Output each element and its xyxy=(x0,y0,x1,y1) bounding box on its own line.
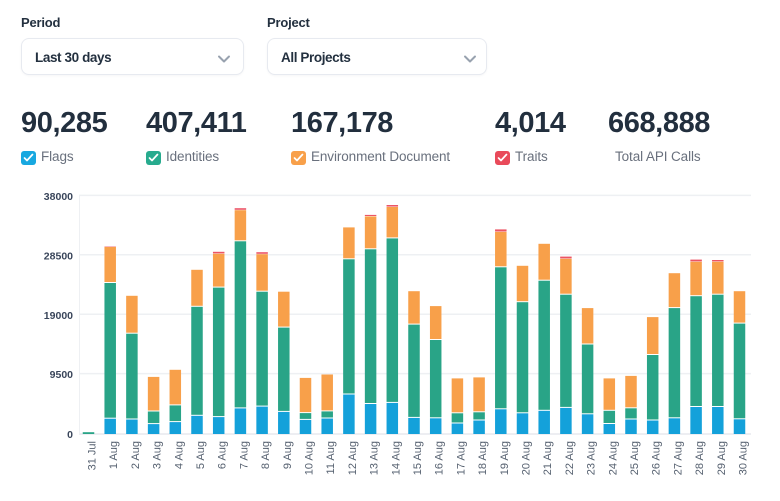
svg-text:12 Aug: 12 Aug xyxy=(347,441,359,475)
svg-text:9500: 9500 xyxy=(50,369,74,381)
svg-text:10 Aug: 10 Aug xyxy=(304,441,316,475)
svg-text:20 Aug: 20 Aug xyxy=(521,441,533,475)
svg-text:7 Aug: 7 Aug xyxy=(238,441,250,469)
svg-text:11 Aug: 11 Aug xyxy=(325,441,337,474)
svg-text:8 Aug: 8 Aug xyxy=(260,441,272,469)
svg-text:31 Jul: 31 Jul xyxy=(87,441,99,470)
svg-text:23 Aug: 23 Aug xyxy=(586,441,598,475)
svg-text:2 Aug: 2 Aug xyxy=(130,441,142,469)
svg-text:38000: 38000 xyxy=(44,191,73,203)
svg-text:13 Aug: 13 Aug xyxy=(369,441,381,475)
svg-text:0: 0 xyxy=(67,429,73,441)
svg-text:5 Aug: 5 Aug xyxy=(195,441,207,469)
svg-text:14 Aug: 14 Aug xyxy=(390,441,402,475)
svg-text:24 Aug: 24 Aug xyxy=(607,441,619,475)
svg-text:30 Aug: 30 Aug xyxy=(738,441,750,475)
svg-text:19000: 19000 xyxy=(44,310,73,322)
svg-text:6 Aug: 6 Aug xyxy=(217,441,229,469)
svg-text:22 Aug: 22 Aug xyxy=(564,441,576,475)
svg-text:1 Aug: 1 Aug xyxy=(108,441,120,469)
svg-text:28500: 28500 xyxy=(44,250,73,262)
svg-text:27 Aug: 27 Aug xyxy=(672,441,684,475)
svg-text:26 Aug: 26 Aug xyxy=(651,441,663,475)
svg-text:17 Aug: 17 Aug xyxy=(455,441,467,475)
svg-text:9 Aug: 9 Aug xyxy=(282,441,294,469)
svg-text:4 Aug: 4 Aug xyxy=(173,441,185,469)
svg-text:19 Aug: 19 Aug xyxy=(499,441,511,475)
svg-text:21 Aug: 21 Aug xyxy=(542,441,554,475)
svg-text:3 Aug: 3 Aug xyxy=(152,441,164,469)
svg-text:28 Aug: 28 Aug xyxy=(694,441,706,475)
svg-text:18 Aug: 18 Aug xyxy=(477,441,489,475)
svg-text:29 Aug: 29 Aug xyxy=(716,441,728,475)
svg-text:25 Aug: 25 Aug xyxy=(629,441,641,475)
svg-text:15 Aug: 15 Aug xyxy=(412,441,424,475)
svg-text:16 Aug: 16 Aug xyxy=(434,441,446,475)
